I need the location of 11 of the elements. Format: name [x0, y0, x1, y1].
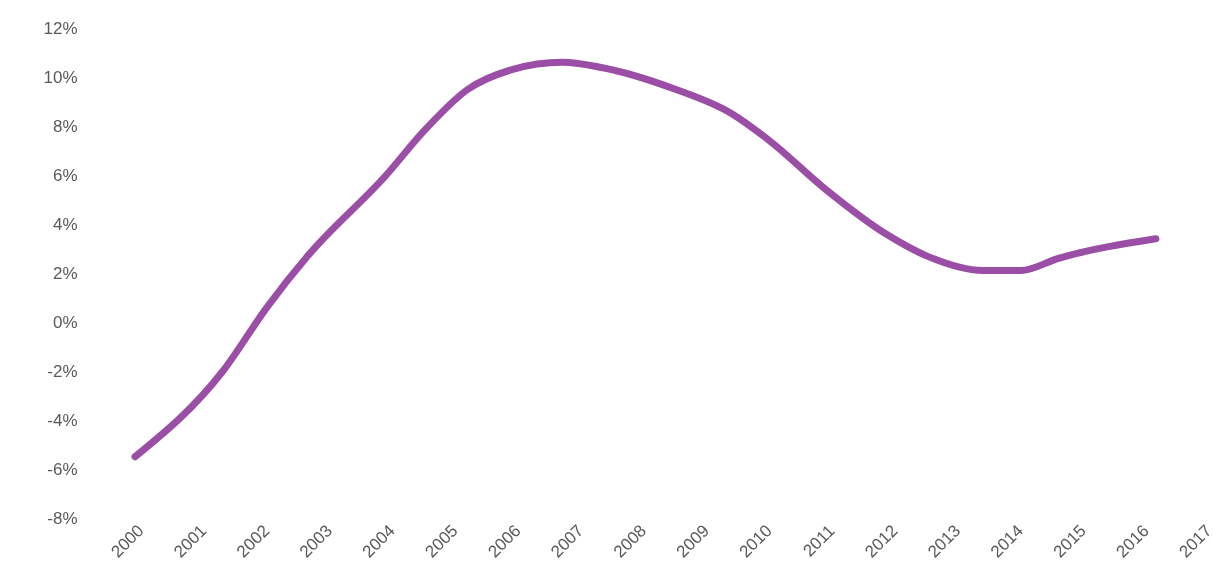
- y-tick-label: 8%: [52, 116, 78, 136]
- y-tick-label: 2%: [52, 263, 78, 283]
- y-tick-label: 0%: [52, 312, 78, 332]
- y-tick-label: 6%: [52, 165, 78, 185]
- y-tick-label: -8%: [47, 508, 78, 528]
- y-tick-label: 4%: [52, 214, 78, 234]
- y-tick-label: 12%: [43, 18, 78, 38]
- y-tick-label: 10%: [43, 67, 78, 87]
- y-tick-label: -6%: [47, 459, 78, 479]
- y-tick-label: -2%: [47, 361, 78, 381]
- y-tick-label: -4%: [47, 410, 78, 430]
